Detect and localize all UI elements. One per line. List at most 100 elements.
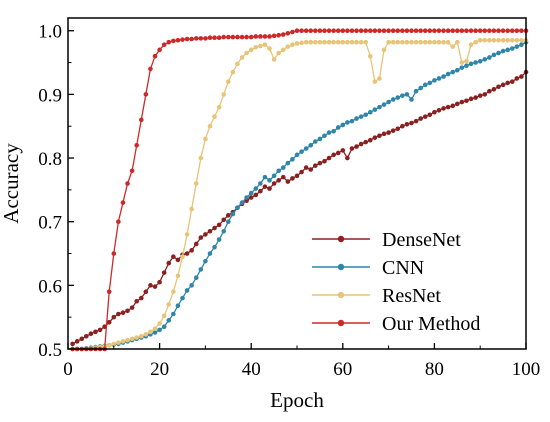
- data-point-densenet: [313, 163, 318, 168]
- data-point-cnn: [418, 85, 423, 91]
- data-point-densenet: [400, 123, 405, 129]
- data-point-resnet: [106, 342, 112, 348]
- data-point-densenet: [432, 109, 437, 115]
- data-point-cnn: [322, 133, 327, 139]
- ticks-layer: 0 20 40 60 80 100 0.5 0.6 0.7 0.8 0.9 1.0: [38, 22, 540, 380]
- data-point-cnn: [193, 275, 199, 281]
- data-point-cnn: [166, 318, 172, 323]
- data-point-our-method: [519, 28, 524, 34]
- legend-marker-resnet: [337, 291, 345, 299]
- data-point-resnet: [161, 313, 167, 319]
- data-point-resnet: [258, 43, 263, 49]
- data-point-cnn: [404, 92, 410, 97]
- data-point-densenet: [271, 181, 277, 186]
- data-point-densenet: [285, 179, 291, 184]
- data-point-densenet: [280, 174, 286, 180]
- data-point-cnn: [445, 71, 451, 77]
- data-point-resnet: [203, 136, 208, 142]
- data-point-densenet: [496, 84, 501, 90]
- data-point-densenet: [390, 128, 396, 133]
- data-point-our-method: [129, 168, 135, 174]
- data-point-densenet: [441, 106, 446, 111]
- data-point-our-method: [239, 34, 245, 40]
- data-point-resnet: [294, 41, 300, 46]
- data-point-resnet: [450, 44, 456, 49]
- data-point-resnet: [262, 42, 268, 48]
- data-point-our-method: [418, 28, 423, 34]
- data-point-cnn: [372, 107, 378, 112]
- y-tick-label: 0.6: [38, 276, 62, 297]
- data-point-resnet: [299, 40, 304, 46]
- data-point-our-method: [381, 28, 387, 34]
- data-point-densenet: [161, 270, 167, 275]
- data-point-our-method: [317, 28, 323, 34]
- data-point-our-method: [248, 34, 254, 40]
- data-point-our-method: [106, 289, 112, 295]
- data-point-our-method: [409, 28, 414, 34]
- x-tick-label: 60: [333, 359, 352, 380]
- data-point-cnn: [477, 58, 483, 64]
- data-point-densenet: [436, 107, 442, 113]
- data-point-densenet: [482, 92, 488, 97]
- data-point-densenet: [468, 96, 474, 102]
- data-point-our-method: [244, 34, 249, 40]
- data-point-cnn: [436, 76, 442, 81]
- y-tick-label: 0.7: [38, 213, 62, 234]
- data-point-resnet: [189, 206, 194, 212]
- legend-label-cnn: CNN: [382, 257, 424, 279]
- data-point-densenet: [207, 228, 213, 234]
- data-point-cnn: [514, 44, 520, 49]
- data-point-densenet: [395, 126, 401, 132]
- data-point-resnet: [111, 341, 117, 347]
- data-point-densenet: [445, 104, 451, 110]
- data-point-densenet: [500, 82, 506, 88]
- y-tick-label: 0.8: [38, 149, 62, 170]
- data-point-our-method: [326, 28, 332, 34]
- data-point-our-method: [345, 28, 350, 34]
- data-point-densenet: [349, 146, 355, 151]
- data-point-our-method: [303, 28, 309, 34]
- data-point-our-method: [340, 28, 346, 34]
- data-point-our-method: [276, 32, 281, 38]
- series-resnet: [70, 37, 529, 352]
- data-point-our-method: [226, 34, 231, 40]
- data-point-our-method: [477, 28, 483, 34]
- data-point-resnet: [290, 42, 295, 48]
- data-point-our-method: [363, 28, 369, 34]
- data-point-cnn: [354, 116, 359, 121]
- data-point-densenet: [377, 133, 382, 139]
- data-point-our-method: [253, 34, 259, 39]
- data-point-resnet: [134, 335, 139, 340]
- data-point-our-method: [354, 28, 359, 34]
- data-point-cnn: [198, 267, 204, 272]
- series-line-cnn: [72, 41, 527, 350]
- data-point-our-method: [500, 28, 506, 34]
- data-point-cnn: [381, 102, 387, 107]
- data-point-densenet: [184, 251, 190, 256]
- data-point-densenet: [303, 165, 309, 170]
- data-point-cnn: [290, 157, 295, 162]
- data-point-cnn: [189, 283, 194, 288]
- data-point-densenet: [216, 222, 222, 228]
- data-point-cnn: [267, 178, 272, 183]
- data-point-resnet: [367, 53, 373, 59]
- legend-label-densenet: DenseNet: [382, 229, 461, 251]
- data-point-resnet: [212, 114, 217, 119]
- data-point-densenet: [294, 173, 300, 179]
- data-point-our-method: [230, 34, 236, 40]
- data-point-cnn: [473, 60, 478, 65]
- data-point-resnet: [180, 254, 185, 260]
- data-point-cnn: [395, 95, 401, 100]
- data-point-resnet: [491, 37, 497, 43]
- data-point-cnn: [409, 97, 414, 102]
- data-point-densenet: [267, 186, 272, 191]
- data-point-cnn: [345, 120, 350, 125]
- data-point-cnn: [235, 205, 240, 210]
- data-point-densenet: [189, 248, 194, 253]
- data-point-cnn: [468, 61, 474, 67]
- data-point-densenet: [70, 341, 75, 347]
- data-point-cnn: [509, 46, 515, 51]
- data-point-densenet: [354, 144, 359, 149]
- data-point-resnet: [404, 39, 410, 45]
- data-point-our-method: [413, 28, 419, 34]
